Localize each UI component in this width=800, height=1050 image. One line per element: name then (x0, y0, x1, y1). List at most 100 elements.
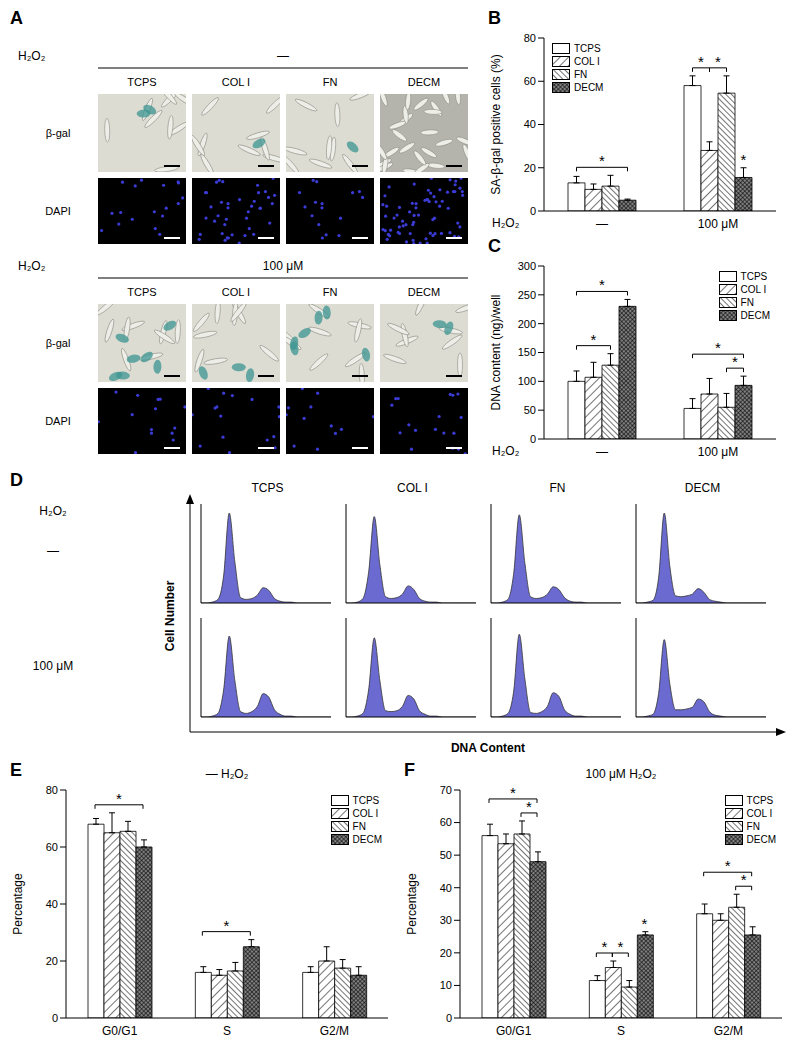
svg-text:FN: FN (550, 481, 566, 495)
svg-text:*: * (599, 152, 605, 169)
svg-text:*: * (601, 938, 607, 955)
svg-text:—: — (596, 445, 608, 459)
svg-text:100: 100 (518, 375, 536, 387)
html-text:FN: FN (740, 297, 754, 308)
svg-text:H₂O₂: H₂O₂ (492, 444, 520, 458)
svg-text:B: B (488, 8, 501, 28)
svg-text:F: F (404, 760, 415, 780)
svg-text:DECM: DECM (408, 76, 440, 88)
svg-text:0: 0 (530, 433, 536, 445)
svg-text:TCPS: TCPS (127, 76, 156, 88)
svg-text:*: * (741, 871, 747, 888)
svg-text:—: — (596, 217, 608, 231)
html-text:TCPS: TCPS (574, 43, 601, 54)
svg-text:80: 80 (524, 32, 536, 44)
svg-text:DAPI: DAPI (45, 415, 71, 427)
svg-text:*: * (732, 353, 738, 370)
html-text:COL I: COL I (574, 56, 600, 67)
svg-text:40: 40 (524, 118, 536, 130)
svg-text:Cell Number: Cell Number (163, 580, 177, 651)
svg-text:H₂O₂: H₂O₂ (492, 216, 520, 230)
svg-text:COL I: COL I (222, 286, 250, 298)
svg-text:*: * (715, 53, 721, 70)
svg-text:— H₂O₂: — H₂O₂ (206, 767, 249, 781)
svg-text:*: * (725, 857, 731, 874)
svg-text:G2/M: G2/M (714, 1024, 743, 1038)
svg-text:TCPS: TCPS (127, 286, 156, 298)
svg-text:β-gal: β-gal (46, 127, 71, 139)
svg-text:TCPS: TCPS (251, 481, 283, 495)
svg-text:60: 60 (46, 841, 58, 853)
svg-text:*: * (698, 53, 704, 70)
svg-text:*: * (591, 331, 597, 348)
svg-text:40: 40 (46, 898, 58, 910)
svg-text:40: 40 (440, 882, 452, 894)
svg-text:*: * (116, 790, 122, 807)
svg-text:D: D (10, 470, 23, 490)
svg-text:E: E (10, 760, 22, 780)
svg-text:DECM: DECM (685, 481, 720, 495)
svg-text:0: 0 (446, 1012, 452, 1024)
html-text:TCPS: TCPS (352, 795, 380, 806)
svg-text:DECM: DECM (408, 286, 440, 298)
html-text:TCPS: TCPS (740, 271, 768, 282)
svg-text:100 μM: 100 μM (698, 217, 738, 231)
svg-text:*: * (617, 938, 623, 955)
svg-text:G0/G1: G0/G1 (496, 1024, 532, 1038)
svg-text:G0/G1: G0/G1 (102, 1024, 138, 1038)
svg-text:*: * (510, 784, 516, 801)
svg-text:0: 0 (52, 1012, 58, 1024)
svg-text:0: 0 (530, 205, 536, 217)
svg-text:Percentage: Percentage (405, 873, 419, 935)
svg-text:30: 30 (440, 914, 452, 926)
svg-text:COL I: COL I (222, 76, 250, 88)
svg-text:*: * (599, 276, 605, 293)
svg-text:60: 60 (524, 75, 536, 87)
svg-text:H₂O₂: H₂O₂ (18, 49, 46, 63)
svg-text:H₂O₂: H₂O₂ (39, 504, 67, 518)
html-text:FN: FN (574, 69, 588, 80)
svg-text:C: C (488, 236, 501, 256)
svg-text:SA-β-gal positive cells (%): SA-β-gal positive cells (%) (489, 54, 503, 194)
svg-text:100 μM: 100 μM (698, 445, 738, 459)
svg-text:—: — (47, 544, 59, 558)
svg-text:20: 20 (524, 162, 536, 174)
svg-text:10: 10 (440, 979, 452, 991)
svg-text:FN: FN (323, 76, 338, 88)
svg-text:60: 60 (440, 816, 452, 828)
svg-text:50: 50 (440, 849, 452, 861)
svg-text:DNA content (ng)/well: DNA content (ng)/well (489, 294, 503, 410)
svg-text:100 μM H₂O₂: 100 μM H₂O₂ (586, 767, 657, 781)
svg-text:DAPI: DAPI (45, 205, 71, 217)
svg-text:150: 150 (518, 346, 536, 358)
svg-text:S: S (617, 1024, 625, 1038)
svg-text:*: * (741, 151, 747, 168)
svg-text:*: * (223, 917, 229, 934)
svg-text:200: 200 (518, 318, 536, 330)
svg-text:DNA Content: DNA Content (451, 741, 525, 755)
svg-text:S: S (223, 1024, 231, 1038)
html-text:DECM: DECM (740, 310, 770, 321)
svg-text:*: * (641, 915, 647, 932)
svg-text:Percentage: Percentage (11, 873, 25, 935)
html-text:COL I: COL I (740, 284, 767, 295)
svg-text:*: * (715, 339, 721, 356)
svg-text:50: 50 (524, 404, 536, 416)
svg-text:300: 300 (518, 260, 536, 272)
svg-text:—: — (277, 49, 289, 63)
svg-text:FN: FN (323, 286, 338, 298)
svg-text:COL I: COL I (397, 481, 428, 495)
svg-text:80: 80 (46, 784, 58, 796)
svg-text:100 μM: 100 μM (33, 659, 73, 673)
svg-text:G2/M: G2/M (320, 1024, 349, 1038)
svg-text:H₂O₂: H₂O₂ (18, 259, 46, 273)
svg-text:100 μM: 100 μM (263, 259, 303, 273)
svg-text:20: 20 (46, 955, 58, 967)
svg-text:A: A (10, 8, 23, 28)
svg-text:250: 250 (518, 289, 536, 301)
svg-text:70: 70 (440, 784, 452, 796)
svg-text:*: * (526, 798, 532, 815)
html-text:DECM: DECM (574, 82, 604, 93)
svg-text:β-gal: β-gal (46, 337, 71, 349)
svg-text:20: 20 (440, 947, 452, 959)
